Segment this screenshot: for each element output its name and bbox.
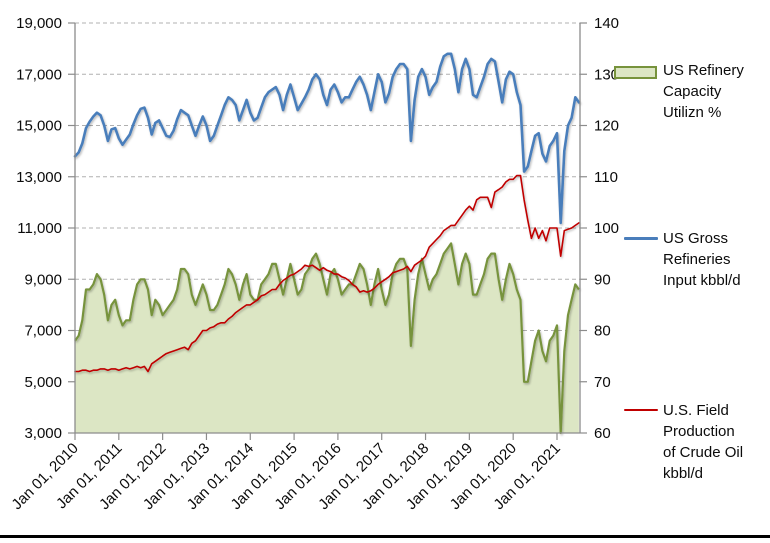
svg-text:15,000: 15,000 xyxy=(16,118,62,135)
legend-label: US Refinery Capacity Utilizn % xyxy=(663,62,744,121)
svg-text:80: 80 xyxy=(594,323,611,340)
svg-text:17,000: 17,000 xyxy=(16,66,62,83)
line-swatch-icon xyxy=(614,400,663,411)
svg-text:19,000: 19,000 xyxy=(16,15,62,32)
legend-item-crude-production: U.S. Field Production of Crude Oil kbbl/… xyxy=(614,400,743,484)
slide-bottom-border xyxy=(0,535,770,538)
svg-text:9,000: 9,000 xyxy=(24,271,62,288)
svg-text:7,000: 7,000 xyxy=(24,323,62,340)
legend-item-gross-refinery-input: US Gross Refineries Input kbbl/d xyxy=(614,228,741,291)
svg-text:13,000: 13,000 xyxy=(16,169,62,186)
line-swatch-icon xyxy=(614,228,663,240)
area-swatch-icon xyxy=(614,60,663,79)
svg-text:120: 120 xyxy=(594,118,619,135)
svg-text:5,000: 5,000 xyxy=(24,374,62,391)
svg-text:100: 100 xyxy=(594,220,619,237)
svg-text:110: 110 xyxy=(594,169,618,186)
svg-text:140: 140 xyxy=(594,15,619,32)
legend-label: U.S. Field Production of Crude Oil kbbl/… xyxy=(663,402,744,482)
legend-item-capacity-utilization: US Refinery Capacity Utilizn % xyxy=(614,60,744,123)
legend-label: US Gross Refineries Input kbbl/d xyxy=(663,230,741,289)
svg-text:60: 60 xyxy=(594,425,611,442)
svg-text:3,000: 3,000 xyxy=(24,425,62,442)
svg-text:11,000: 11,000 xyxy=(17,220,62,237)
svg-text:70: 70 xyxy=(594,374,611,391)
svg-text:130: 130 xyxy=(594,66,619,83)
svg-text:90: 90 xyxy=(594,271,611,288)
